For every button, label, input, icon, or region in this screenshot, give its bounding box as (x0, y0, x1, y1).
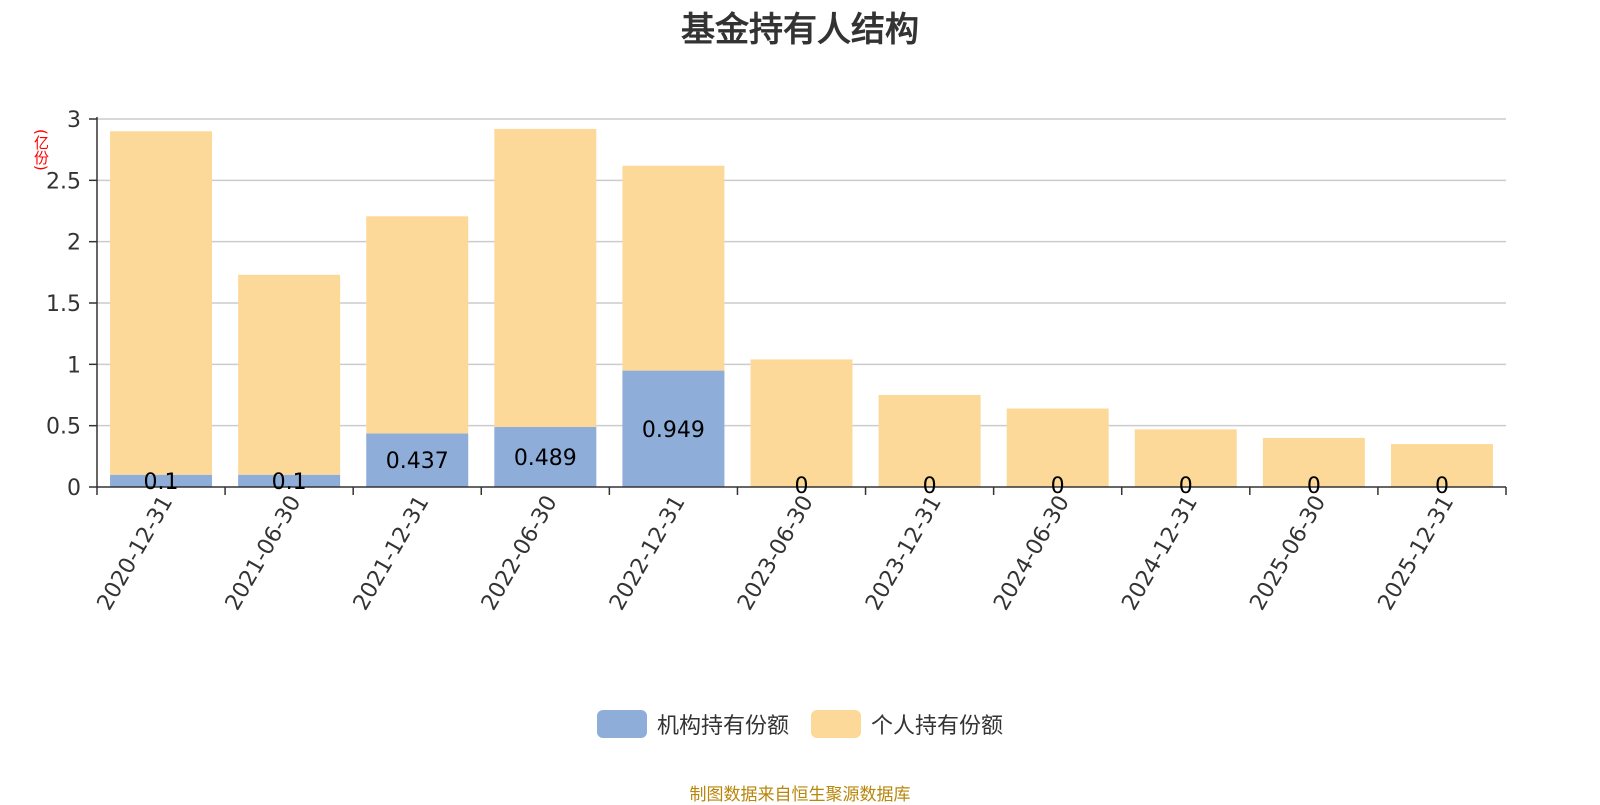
bar-institutional (238, 474, 341, 487)
legend-swatch-individual (811, 710, 861, 738)
chart-plot: 0 0.5 1 1.5 2 2.5 3 2020-12-31 2021-06-30 2021-12… (46, 108, 1507, 615)
x-tick-label: 2023-06-30 (733, 492, 819, 615)
y-tick-label: 2 (67, 231, 81, 256)
legend-label-institutional: 机构持有份额 (656, 714, 789, 739)
data-label-institutional: 0 (1179, 474, 1193, 499)
bar-individual (1390, 444, 1493, 487)
x-tick-label: 2022-12-31 (605, 492, 691, 615)
bar-individual (1006, 408, 1109, 487)
legend-item-institutional[interactable]: 机构持有份额 (596, 708, 789, 740)
legend-swatch-institutional (596, 710, 647, 738)
data-label-institutional: 0 (1051, 474, 1065, 499)
x-tick-label: 2025-12-31 (1374, 492, 1460, 615)
data-label-institutional: 0.437 (386, 449, 449, 474)
x-tick-label: 2023-12-31 (861, 491, 947, 614)
y-tick-label: 0.5 (46, 415, 81, 440)
x-tick-label: 2024-12-31 (1117, 492, 1203, 615)
bar-institutional (110, 474, 213, 487)
y-axis-unit-label: (亿份) (32, 129, 50, 171)
bar-individual (878, 395, 981, 487)
legend-label-individual: 个人持有份额 (871, 714, 1004, 739)
data-label-institutional: 0.489 (514, 446, 577, 471)
data-label-institutional: 0.1 (144, 470, 179, 495)
data-label-institutional: 0.1 (272, 470, 307, 495)
x-tick-label: 2024-06-30 (989, 492, 1075, 615)
bar-individual (366, 216, 469, 434)
bar-individual (622, 165, 725, 371)
bars (110, 128, 1493, 487)
legend-item-individual[interactable]: 个人持有份额 (811, 708, 1003, 740)
y-tick-label: 1 (67, 353, 81, 378)
data-labels: 0.1 0.1 0.437 0.489 0.949 0 0 0 0 0 0 (144, 418, 1449, 499)
data-label-institutional: 0 (1307, 474, 1321, 499)
data-label-institutional: 0.949 (642, 418, 705, 443)
data-label-institutional: 0 (923, 474, 937, 499)
x-tick-label: 2021-12-31 (349, 492, 435, 615)
x-tick-label: 2020-12-31 (93, 492, 179, 615)
x-tick-label: 2025-06-30 (1245, 492, 1331, 615)
bar-institutional (366, 433, 469, 487)
y-tick-label: 1.5 (46, 292, 81, 317)
chart-title: 基金持有人结构 (681, 10, 919, 50)
data-label-institutional: 0 (1435, 474, 1449, 499)
x-tick-label: 2022-06-30 (477, 492, 563, 615)
bar-institutional (622, 370, 725, 487)
bar-individual (238, 274, 341, 475)
bar-individual (1134, 429, 1237, 487)
x-tick-label: 2021-06-30 (221, 492, 307, 615)
bar-individual (750, 359, 853, 487)
bar-institutional (494, 427, 597, 487)
y-tick-label: 3 (67, 108, 81, 133)
y-tick-label: 2.5 (46, 169, 81, 194)
data-label-institutional: 0 (795, 474, 809, 499)
bar-individual (494, 128, 597, 428)
y-tick-label: 0 (67, 476, 81, 501)
legend: 机构持有份额 个人持有份额 (0, 708, 1600, 740)
bar-individual (110, 131, 213, 475)
bar-individual (1262, 437, 1365, 487)
source-note: 制图数据来自恒生聚源数据库 (689, 785, 911, 805)
